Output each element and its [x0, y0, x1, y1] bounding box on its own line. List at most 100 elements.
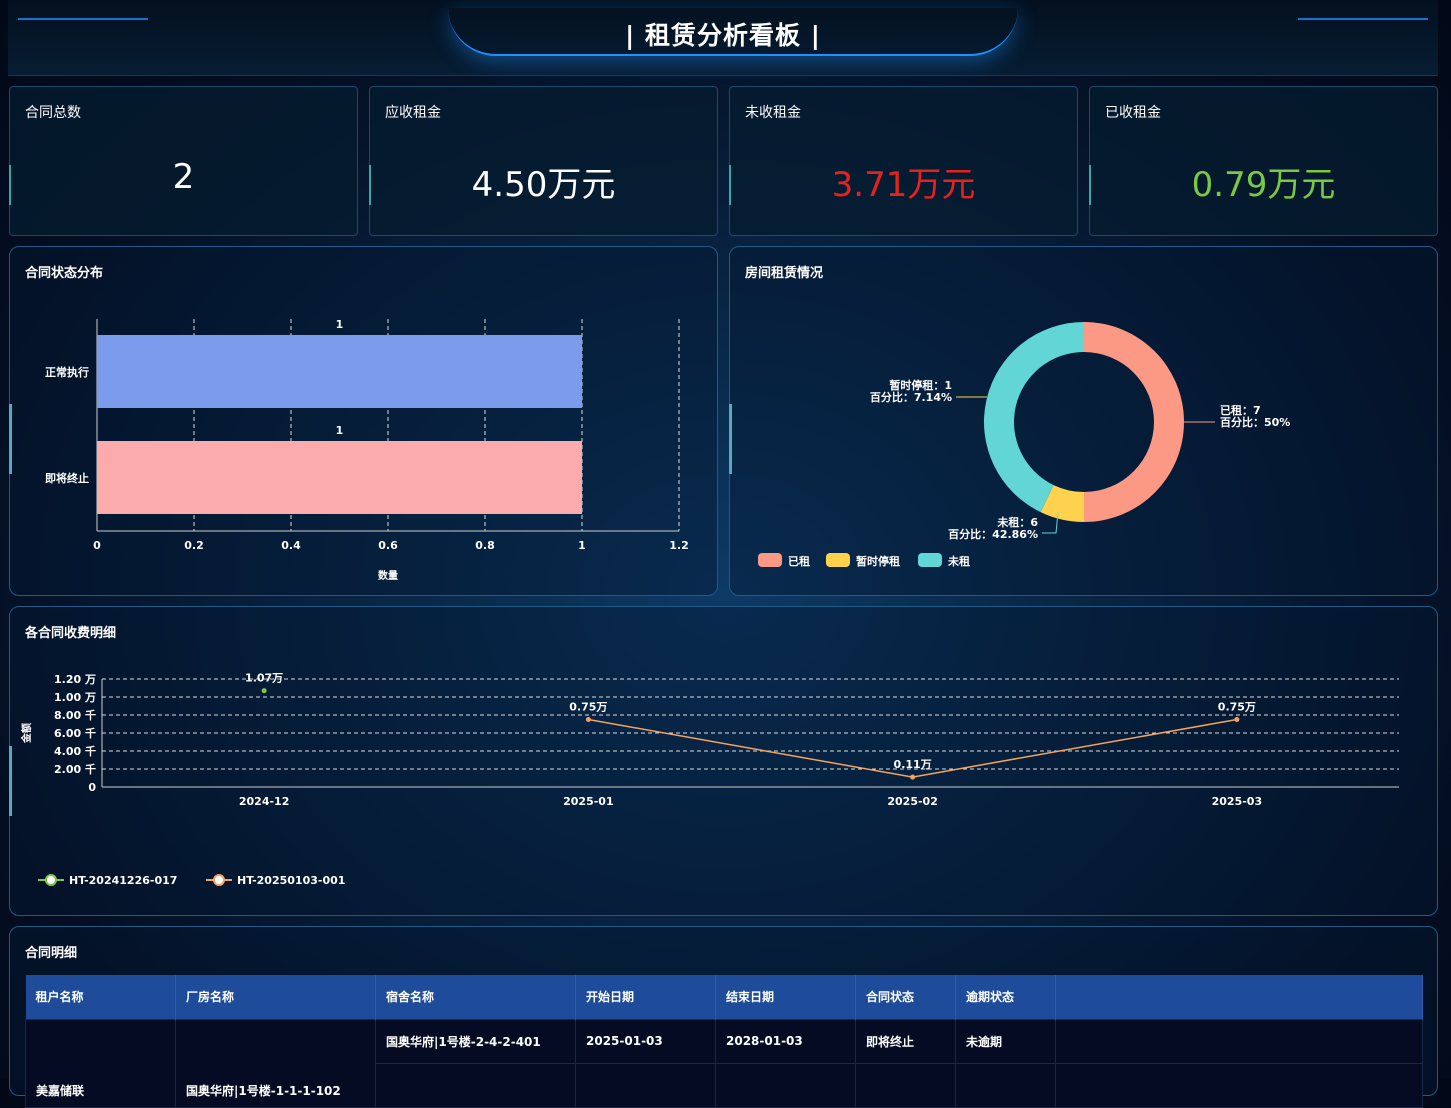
column-header: 逾期状态: [955, 975, 1056, 1019]
stat-label: 已收租金: [1105, 105, 1161, 121]
stat-label: 合同总数: [25, 105, 81, 121]
panel-title: 各合同收费明细: [25, 626, 117, 641]
y-tick-label: 2.00 千: [54, 762, 96, 776]
table-panel: 合同明细 租户名称 厂房名称 宿舍名称 开始日期 结束日期 合同状态 逾期状态 美嘉储联 国…: [9, 926, 1438, 1108]
column-header: [1055, 975, 1423, 1019]
panel-title: 房间租赁情况: [745, 266, 824, 281]
data-label: 0.11万: [894, 758, 932, 771]
column-header: 宿舍名称: [375, 975, 576, 1019]
stat-card: 合同总数 2: [9, 86, 358, 236]
stat-card: 未收租金 3.71万元: [729, 86, 1078, 236]
line-chart: 0 2.00 千 4.00 千 6.00 千 8.00 千 1.00 万 1.20 万金额 2…: [20, 672, 1399, 887]
legend-swatch: [918, 553, 942, 567]
donut-slice: [984, 322, 1084, 513]
cell-status: 即将终止: [855, 1018, 956, 1064]
stat-value: 0.79万元: [1191, 165, 1336, 205]
donut-slice: [1084, 322, 1184, 522]
column-header: 租户名称: [25, 975, 176, 1019]
y-tick-label: 0: [88, 781, 96, 794]
decor-line: [18, 18, 148, 20]
page-title: | 租赁分析看板 |: [625, 21, 821, 50]
label-leader-line: [1042, 511, 1059, 534]
y-tick-label: 1.20 万: [54, 673, 96, 686]
fee-panel: 各合同收费明细 0 2.00 千 4.00 千 6.00 千 8.00 千 1.00 万 1…: [9, 606, 1438, 916]
x-tick-label: 1: [578, 539, 586, 552]
cell-dorm: 国奥华府|1号楼-2-4-2-401: [375, 1018, 576, 1064]
slice-label: 未租：6: [996, 515, 1038, 529]
y-category-label: 正常执行: [45, 365, 89, 379]
contract-table: 租户名称 厂房名称 宿舍名称 开始日期 结束日期 合同状态 逾期状态 美嘉储联 国奥华府|1…: [25, 975, 1423, 1108]
x-tick-label: 0.8: [475, 539, 495, 552]
x-tick-label: 2024-12: [239, 795, 290, 808]
x-tick-label: 0.2: [184, 539, 204, 552]
slice-label: 百分比：42.86%: [948, 527, 1038, 541]
legend-label: HT-20241226-017: [69, 874, 177, 887]
legend-marker: [213, 874, 225, 886]
y-tick-label: 1.00 万: [54, 691, 96, 704]
decor-line: [1298, 18, 1428, 20]
table-row[interactable]: 美嘉储联 国奥华府|1号楼-1-1-1-102 国奥华府|1号楼-2-4-2-4…: [25, 1018, 1423, 1108]
data-label: 1.07万: [245, 672, 283, 685]
stat-value: 2: [172, 157, 195, 197]
panel-title: 合同明细: [25, 946, 78, 961]
cell-tenant: 美嘉储联: [25, 1018, 176, 1108]
x-tick-label: 2025-03: [1212, 795, 1263, 808]
legend-label: 暂时停租: [856, 554, 900, 568]
slice-label: 已租：7: [1220, 404, 1261, 417]
panel-title: 合同状态分布: [25, 266, 104, 281]
status-panel: 合同状态分布 0 0.2 0.4 0.6 0.8 1 1.2 1 正常执行 1 即将终止数量: [9, 246, 718, 596]
legend-label: 未租: [947, 554, 970, 568]
stat-value: 3.71万元: [831, 165, 976, 205]
slice-label: 暂时停租：1: [889, 378, 952, 392]
legend-label: 已租: [788, 555, 810, 568]
x-tick-label: 0.6: [378, 539, 398, 552]
data-point: [1234, 717, 1240, 722]
x-tick-label: 0: [93, 539, 101, 552]
cell-end: 2028-01-03: [715, 1018, 856, 1064]
bar-data-label: 1: [336, 424, 344, 437]
cell-empty: [1055, 1018, 1423, 1064]
stat-label: 未收租金: [745, 105, 801, 121]
column-header: 开始日期: [575, 975, 716, 1019]
y-category-label: 即将终止: [45, 471, 89, 485]
slice-label: 百分比：7.14%: [870, 390, 952, 404]
x-tick-label: 0.4: [281, 539, 301, 552]
legend-swatch: [758, 553, 782, 567]
header: | 租赁分析看板 |: [8, 0, 1438, 76]
legend-swatch: [826, 553, 850, 567]
column-header: 结束日期: [715, 975, 856, 1019]
data-point: [910, 774, 916, 780]
y-tick-label: 4.00 千: [54, 744, 96, 758]
data-label: 0.75万: [569, 701, 607, 714]
donut-slice: [1040, 485, 1084, 522]
bar: [97, 441, 582, 514]
stat-label: 应收租金: [385, 105, 441, 121]
bar: [97, 335, 582, 408]
data-point: [585, 717, 591, 722]
y-tick-label: 8.00 千: [54, 708, 96, 722]
bar-data-label: 1: [336, 318, 344, 331]
data-label: 0.75万: [1218, 701, 1256, 714]
data-point: [261, 688, 267, 694]
legend-label: HT-20250103-001: [237, 874, 345, 887]
header-glow: [448, 8, 1018, 56]
x-tick-label: 1.2: [669, 539, 689, 552]
column-header: 合同状态: [855, 975, 956, 1019]
slice-label: 百分比：50%: [1220, 415, 1290, 429]
x-tick-label: 2025-02: [887, 795, 938, 808]
cell-start: 2025-01-03: [575, 1018, 716, 1064]
y-tick-label: 6.00 千: [54, 726, 96, 740]
y-axis-title: 金额: [20, 723, 33, 744]
x-tick-label: 2025-01: [563, 795, 614, 808]
cell-factory: 国奥华府|1号楼-1-1-1-102: [175, 1018, 376, 1108]
x-axis-title: 数量: [378, 569, 398, 582]
stat-value: 4.50万元: [471, 165, 616, 205]
cell-overdue: 未逾期: [955, 1018, 1056, 1064]
stat-card: 已收租金 0.79万元: [1089, 86, 1438, 236]
stat-card: 应收租金 4.50万元: [369, 86, 718, 236]
column-header: 厂房名称: [175, 975, 376, 1019]
room-panel: 房间租赁情况 已租：7 百分比：50% 已租 暂时停租：1 百分比：7.14% 暂时停租 未…: [729, 246, 1438, 596]
legend-marker: [45, 874, 57, 886]
